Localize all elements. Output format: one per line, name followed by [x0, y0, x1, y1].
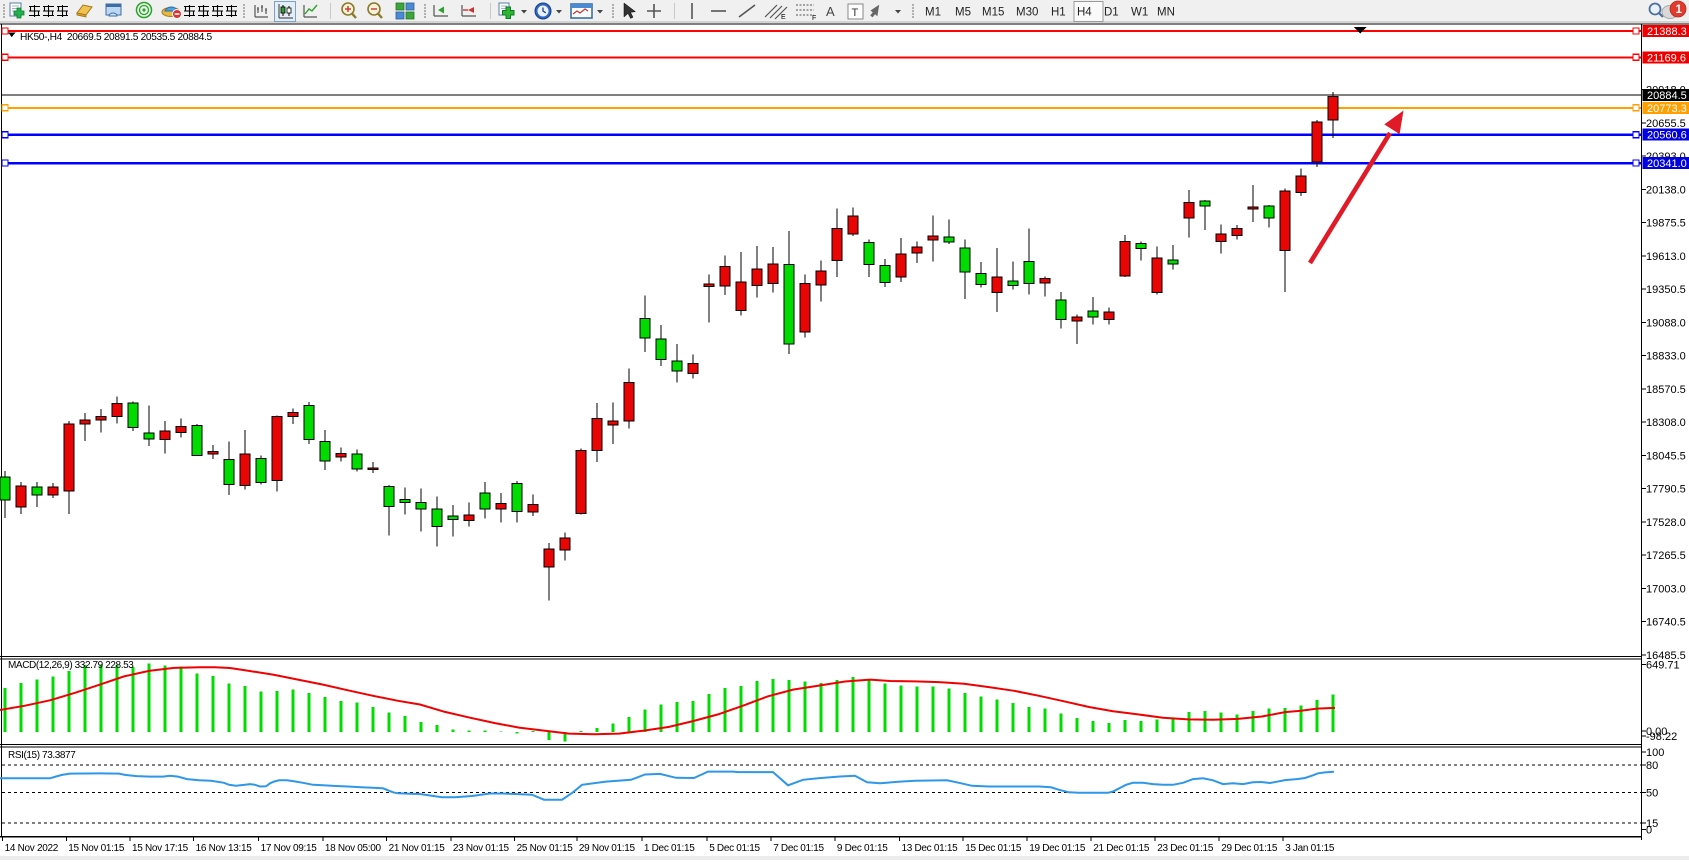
svg-text:17790.5: 17790.5: [1646, 484, 1686, 496]
svg-text:23 Nov 01:15: 23 Nov 01:15: [453, 843, 510, 854]
svg-text:16 Nov 13:15: 16 Nov 13:15: [196, 843, 253, 854]
svg-text:18045.5: 18045.5: [1646, 450, 1686, 462]
svg-text:15 Dec 01:15: 15 Dec 01:15: [965, 843, 1022, 854]
svg-text:MN: MN: [1157, 7, 1175, 19]
svg-text:18833.0: 18833.0: [1646, 351, 1686, 363]
svg-text:20560.6: 20560.6: [1647, 130, 1687, 142]
svg-text:16740.5: 16740.5: [1646, 617, 1686, 629]
svg-text:1: 1: [1676, 4, 1683, 16]
svg-text:MACD(12,26,9) 332.79 228.53: MACD(12,26,9) 332.79 228.53: [8, 660, 134, 671]
svg-text:13 Dec 01:15: 13 Dec 01:15: [902, 843, 959, 854]
svg-text:H4: H4: [1077, 7, 1092, 19]
svg-text:3 Jan 01:15: 3 Jan 01:15: [1285, 843, 1335, 854]
svg-text:23 Dec 01:15: 23 Dec 01:15: [1157, 843, 1214, 854]
svg-text:17 Nov 09:15: 17 Nov 09:15: [261, 843, 318, 854]
svg-text:M5: M5: [955, 7, 971, 19]
svg-text:17265.5: 17265.5: [1646, 550, 1686, 562]
svg-text:19613.0: 19613.0: [1646, 251, 1686, 263]
svg-text:M30: M30: [1016, 7, 1038, 19]
svg-text:0: 0: [1646, 825, 1652, 837]
svg-text:21 Nov 01:15: 21 Nov 01:15: [389, 843, 446, 854]
svg-text:F: F: [812, 15, 816, 22]
svg-text:21 Dec 01:15: 21 Dec 01:15: [1093, 843, 1150, 854]
svg-text:20655.5: 20655.5: [1646, 118, 1686, 130]
svg-text:-98.22: -98.22: [1646, 731, 1677, 743]
svg-text:19350.5: 19350.5: [1646, 284, 1686, 296]
svg-text:T: T: [852, 7, 859, 19]
svg-text:5 Dec 01:15: 5 Dec 01:15: [709, 843, 760, 854]
svg-text:17003.0: 17003.0: [1646, 583, 1686, 595]
svg-text:17528.0: 17528.0: [1646, 517, 1686, 529]
svg-text:80: 80: [1646, 760, 1658, 772]
svg-text:M1: M1: [925, 7, 941, 19]
svg-text:W1: W1: [1131, 7, 1148, 19]
svg-text:25 Nov 01:15: 25 Nov 01:15: [517, 843, 574, 854]
svg-text:14 Nov 2022: 14 Nov 2022: [5, 843, 59, 854]
svg-text:E: E: [781, 14, 786, 21]
svg-text:7 Dec 01:15: 7 Dec 01:15: [773, 843, 824, 854]
svg-text:1 Dec 01:15: 1 Dec 01:15: [644, 843, 695, 854]
svg-text:9 Dec 01:15: 9 Dec 01:15: [837, 843, 888, 854]
svg-text:18308.0: 18308.0: [1646, 417, 1686, 429]
svg-text:19875.5: 19875.5: [1646, 218, 1686, 230]
svg-text:M15: M15: [982, 7, 1004, 19]
svg-text:21169.6: 21169.6: [1647, 52, 1686, 64]
svg-text:RSI(15) 73.3877: RSI(15) 73.3877: [8, 750, 76, 761]
svg-text:15 Nov 17:15: 15 Nov 17:15: [132, 843, 189, 854]
svg-text:19088.0: 19088.0: [1646, 317, 1686, 329]
svg-text:50: 50: [1646, 787, 1658, 799]
svg-text:20138.0: 20138.0: [1646, 184, 1686, 196]
svg-text:649.71: 649.71: [1646, 659, 1680, 671]
svg-text:29 Dec 01:15: 29 Dec 01:15: [1221, 843, 1278, 854]
svg-text:18 Nov 05:00: 18 Nov 05:00: [325, 843, 382, 854]
svg-text:A: A: [826, 4, 835, 19]
svg-text:20341.0: 20341.0: [1647, 158, 1687, 170]
svg-text:100: 100: [1646, 747, 1664, 759]
svg-text:29 Nov 01:15: 29 Nov 01:15: [579, 843, 636, 854]
svg-text:20773.3: 20773.3: [1647, 103, 1687, 115]
svg-text:HK50-,H4 20669.5 20891.5 2053: HK50-,H4 20669.5 20891.5 20535.5 20884.5: [20, 32, 213, 43]
svg-text:15 Nov 01:15: 15 Nov 01:15: [68, 843, 125, 854]
svg-text:D1: D1: [1104, 7, 1119, 19]
svg-text:18570.5: 18570.5: [1646, 384, 1686, 396]
svg-text:19 Dec 01:15: 19 Dec 01:15: [1029, 843, 1086, 854]
svg-text:20884.5: 20884.5: [1647, 90, 1687, 102]
svg-text:H1: H1: [1051, 7, 1066, 19]
